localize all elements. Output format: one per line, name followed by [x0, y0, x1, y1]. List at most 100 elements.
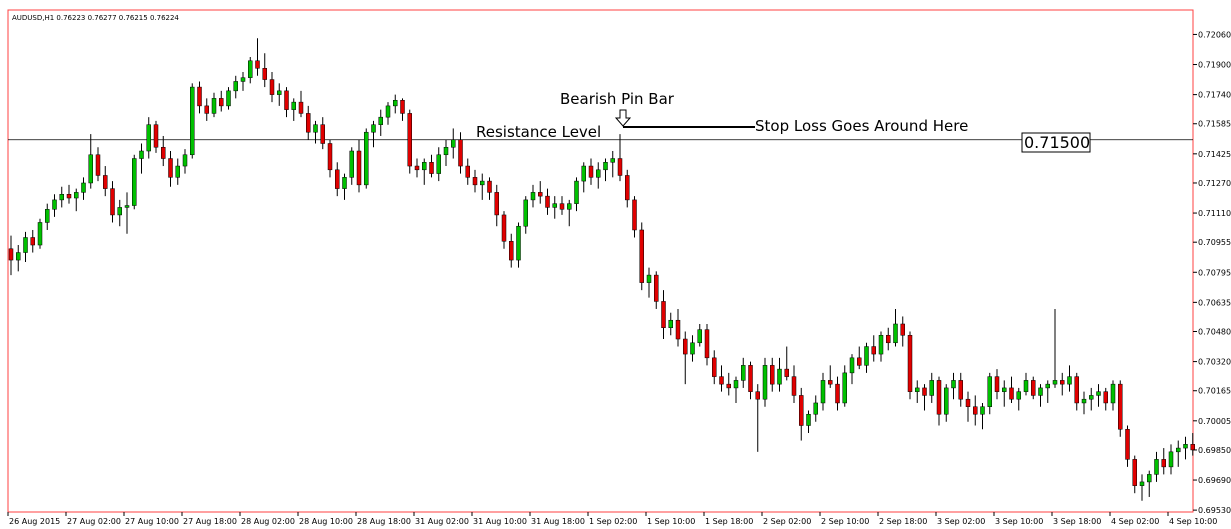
- candle-body: [980, 406, 985, 415]
- y-tick-label: 0.71425: [1198, 150, 1231, 159]
- candle-body: [110, 188, 115, 216]
- candle-body: [661, 301, 666, 328]
- candle-body: [646, 274, 652, 283]
- candle-body: [436, 154, 441, 174]
- candle-body: [349, 150, 354, 178]
- candle-body: [1147, 474, 1152, 483]
- candle-body: [277, 90, 282, 95]
- candle-body: [1161, 459, 1166, 468]
- candle-body: [944, 387, 949, 415]
- candle-body: [973, 406, 978, 415]
- x-tick-label: 3 Sep 10:00: [995, 517, 1043, 526]
- candle-body: [74, 192, 79, 199]
- candle-body: [465, 165, 470, 178]
- candle-body: [574, 180, 579, 204]
- x-tick-label: 1 Sep 02:00: [589, 517, 637, 526]
- candle-body: [958, 380, 963, 400]
- y-tick-label: 0.70005: [1198, 417, 1231, 426]
- candle-body: [755, 391, 760, 400]
- candle-body: [929, 380, 934, 396]
- candle-body: [451, 139, 456, 148]
- candle-body: [799, 395, 804, 426]
- candle-body: [1110, 383, 1116, 404]
- candle-body: [320, 124, 325, 144]
- level-label-box: [1021, 132, 1091, 153]
- candle-body: [668, 319, 673, 328]
- candle-body: [16, 252, 21, 261]
- candle-body: [66, 194, 72, 199]
- candle-body: [690, 342, 695, 355]
- candle-body: [342, 177, 347, 189]
- candle-body: [538, 192, 543, 197]
- candle-body: [153, 124, 159, 148]
- candle-body: [1067, 376, 1072, 385]
- candle-body: [791, 376, 797, 396]
- candle-body: [559, 203, 565, 210]
- candle-body: [639, 229, 644, 283]
- x-tick-label: 2 Sep 02:00: [763, 517, 811, 526]
- candle-body: [429, 162, 434, 174]
- candle-body: [581, 165, 586, 182]
- candle-body: [146, 124, 151, 152]
- candle-body: [262, 68, 267, 80]
- candle-body: [1002, 387, 1007, 392]
- pin-bar-arrow: [614, 109, 632, 127]
- candle-body: [719, 376, 724, 385]
- x-tick-label: 31 Aug 18:00: [531, 517, 585, 526]
- candle-body: [893, 323, 898, 344]
- candle-body: [407, 113, 412, 167]
- candle-body: [922, 387, 927, 396]
- candle-body: [806, 413, 811, 426]
- x-tick-label: 3 Sep 02:00: [937, 517, 985, 526]
- candle-body: [777, 368, 782, 385]
- symbol-header: AUDUSD,H1 0.76223 0.76277 0.76215 0.7622…: [12, 14, 179, 22]
- x-tick-label: 26 Aug 2015: [9, 517, 60, 526]
- candle-body: [52, 199, 57, 210]
- candle-body: [936, 380, 942, 415]
- candle-body: [1190, 444, 1195, 451]
- candle-body: [168, 158, 173, 178]
- candle-body: [726, 383, 731, 389]
- candle-body: [335, 169, 340, 189]
- candle-body: [1074, 376, 1079, 404]
- candle-body: [567, 203, 572, 210]
- candle-body: [59, 194, 64, 201]
- y-tick-label: 0.70480: [1198, 328, 1231, 337]
- candle-body: [784, 368, 789, 377]
- candle-body: [828, 380, 833, 385]
- candle-body: [443, 147, 449, 156]
- y-tick-label: 0.69690: [1198, 476, 1231, 485]
- candle-body: [356, 150, 362, 186]
- x-tick-label: 28 Aug 02:00: [241, 517, 295, 526]
- candle-body: [240, 77, 246, 82]
- candle-body: [813, 402, 818, 415]
- pin-bar-label: Bearish Pin Bar: [560, 90, 675, 108]
- candle-body: [1081, 398, 1087, 404]
- candle-body: [1009, 387, 1014, 400]
- y-tick-label: 0.69850: [1198, 446, 1231, 455]
- candle-body: [313, 124, 318, 133]
- candle-body: [327, 143, 333, 171]
- candle-body: [190, 86, 195, 156]
- candle-body: [219, 98, 224, 107]
- candle-body: [712, 357, 717, 377]
- candle-body: [842, 372, 847, 404]
- candle-body: [1168, 451, 1174, 468]
- candle-body: [516, 225, 521, 261]
- candle-body: [211, 98, 217, 114]
- candle-body: [284, 90, 289, 110]
- y-tick-label: 0.69530: [1198, 506, 1231, 515]
- y-tick-label: 0.71740: [1198, 91, 1231, 100]
- candle-body: [8, 248, 14, 261]
- stop-loss-label: Stop Loss Goes Around Here: [755, 117, 968, 135]
- candle-body: [704, 329, 710, 359]
- candle-body: [603, 162, 608, 171]
- candle-body: [269, 79, 275, 95]
- x-tick-label: 3 Sep 18:00: [1053, 517, 1101, 526]
- candle-body: [132, 158, 137, 206]
- candle-body: [81, 182, 86, 193]
- x-tick-label: 4 Sep 02:00: [1111, 517, 1159, 526]
- x-tick-label: 2 Sep 18:00: [879, 517, 927, 526]
- plot-frame: [7, 9, 1194, 513]
- candle-body: [1154, 459, 1159, 475]
